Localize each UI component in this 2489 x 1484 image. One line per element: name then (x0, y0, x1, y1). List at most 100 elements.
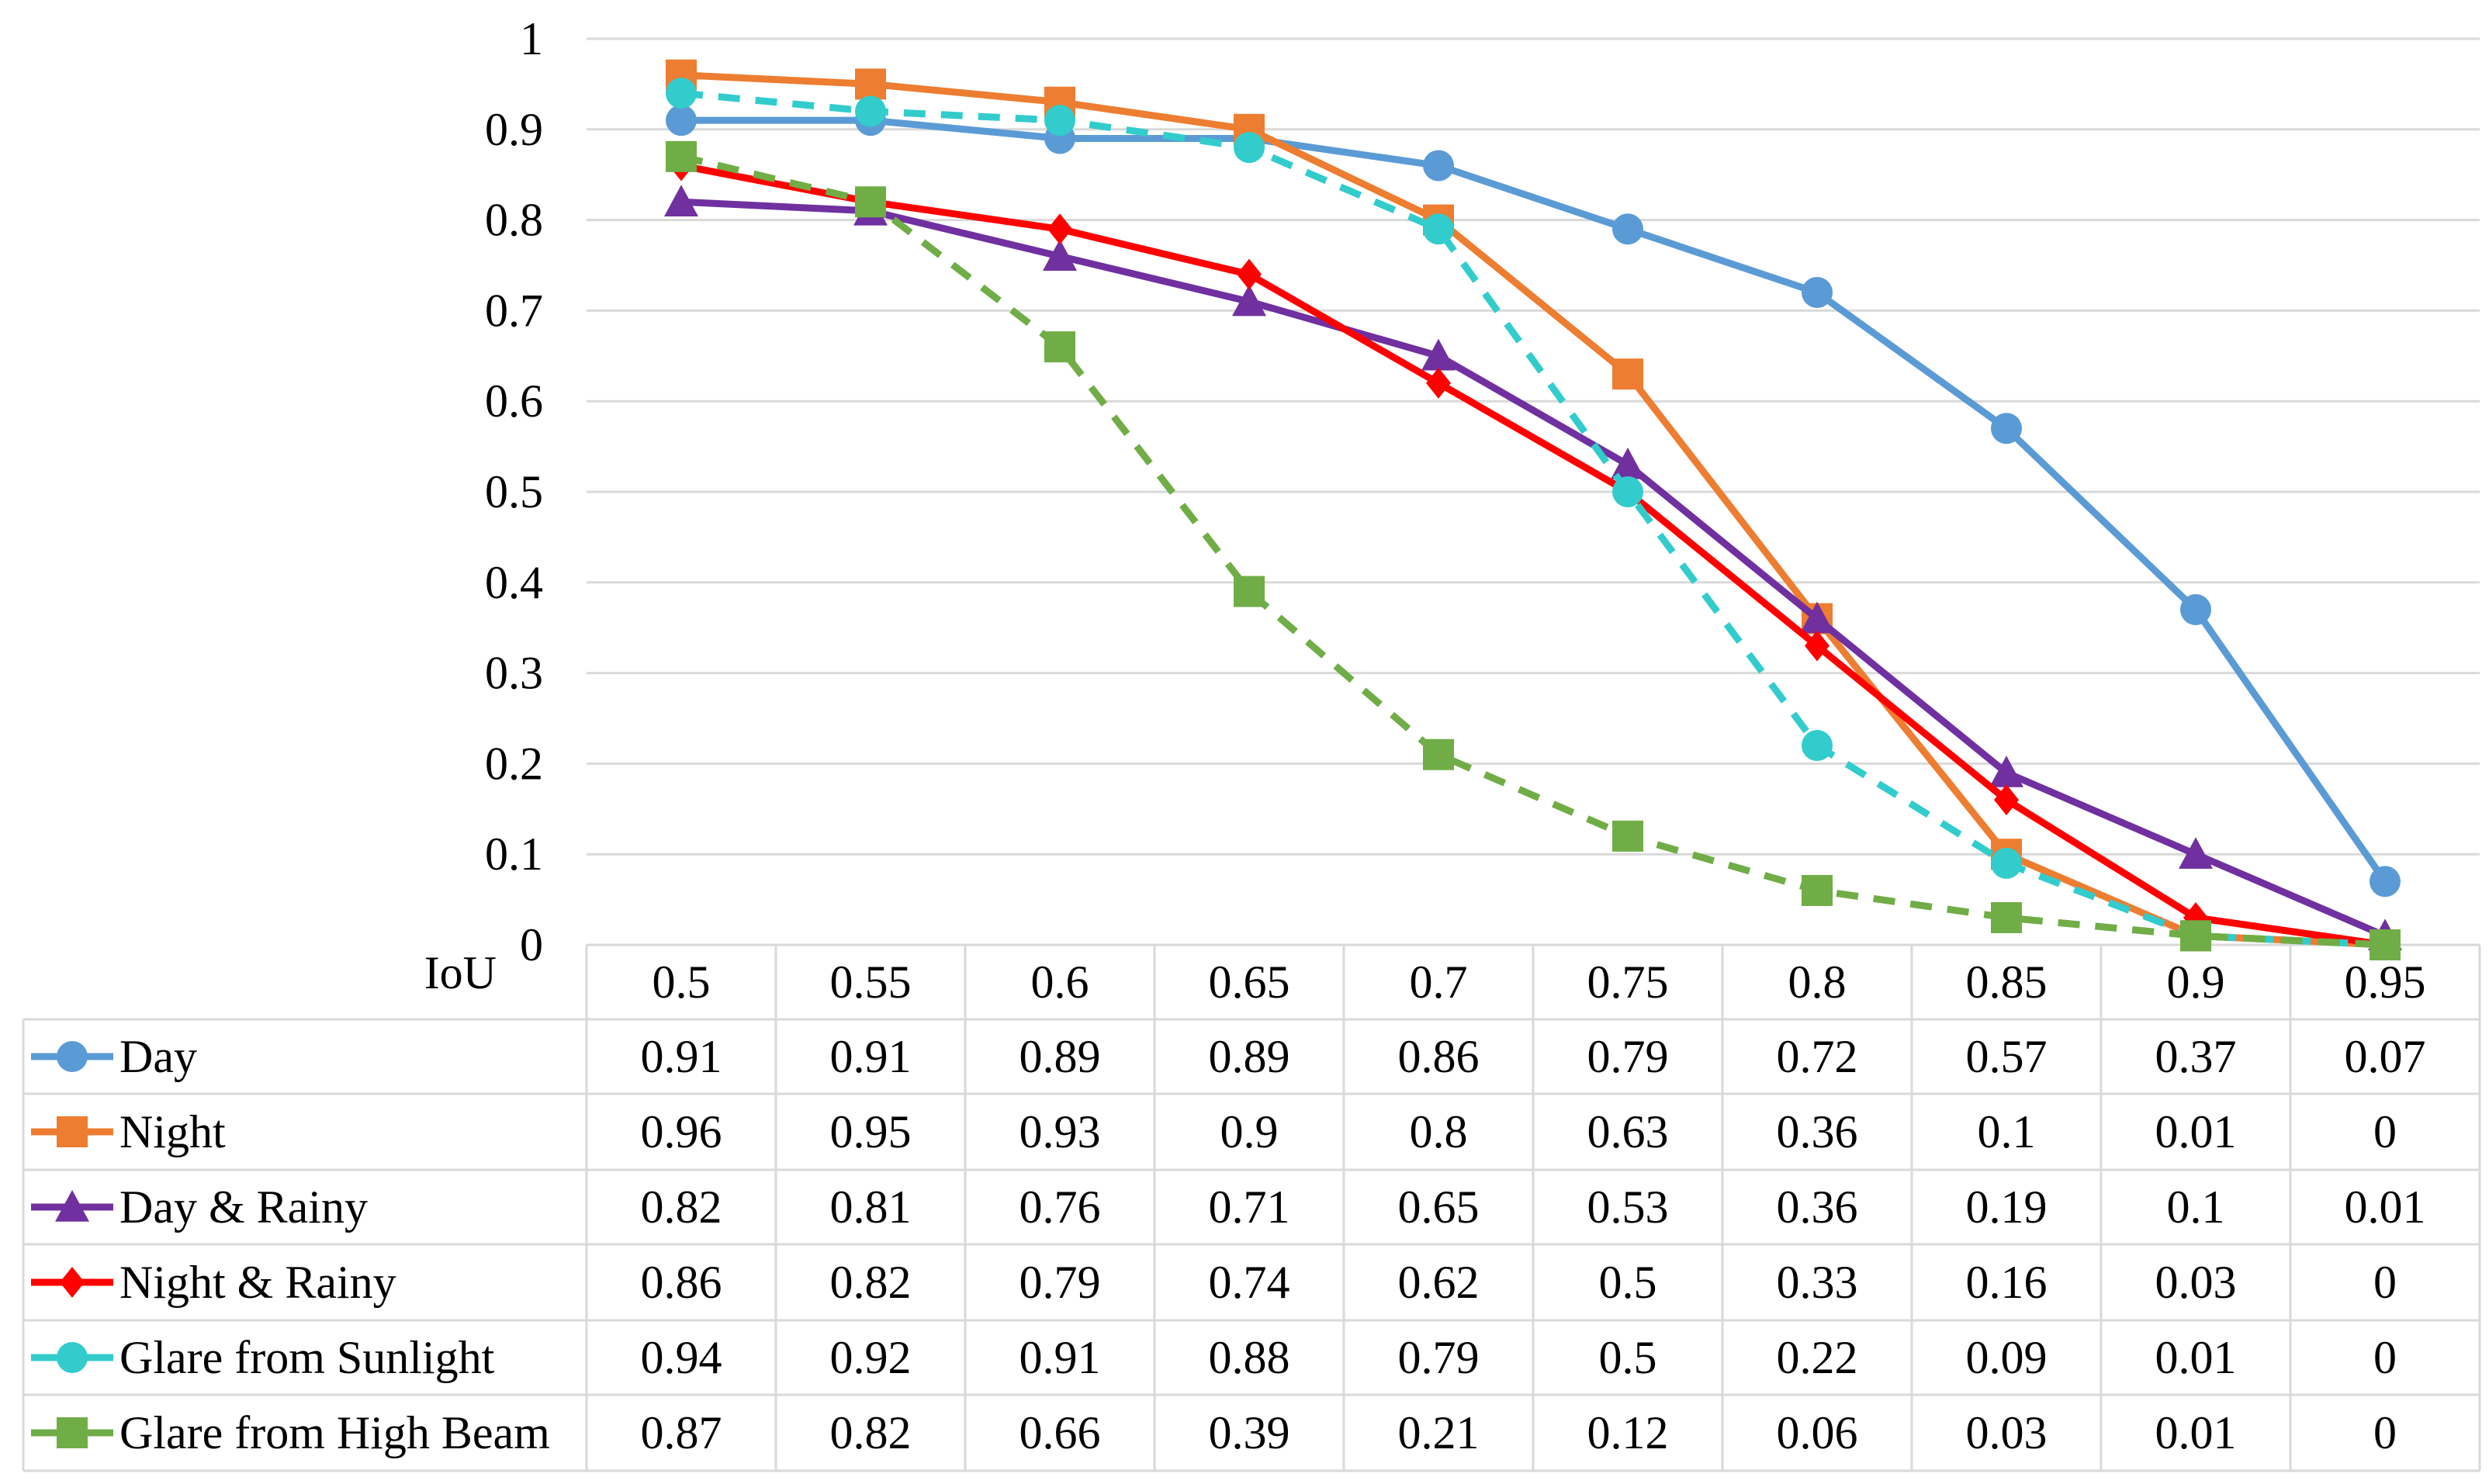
legend-label: Night (119, 1106, 226, 1157)
legend-marker (57, 1116, 88, 1147)
x-axis-label: IoU (424, 947, 497, 998)
table-cell-value: 0.72 (1777, 1031, 1858, 1082)
table-cell-value: 0.88 (1209, 1332, 1290, 1383)
table-cell-value: 0.1 (2167, 1181, 2225, 1233)
table-cell-value: 0.9 (1220, 1106, 1279, 1157)
table-cell-value: 0.66 (1019, 1407, 1101, 1458)
data-point (2370, 866, 2401, 898)
table-cell-value: 0.92 (830, 1332, 912, 1383)
table-cell-value: 0.74 (1209, 1257, 1290, 1308)
table-cell-value: 0.62 (1398, 1257, 1480, 1308)
table-cell-value: 0.01 (2345, 1181, 2426, 1233)
legend-marker (57, 1417, 88, 1448)
series-lines (664, 59, 2402, 960)
data-point (1805, 630, 1830, 662)
data-point (1802, 874, 1833, 906)
table-cell-value: 0.01 (2155, 1407, 2237, 1458)
data-point (1612, 820, 1643, 852)
data-point (666, 78, 697, 109)
series-line (680, 162, 2386, 949)
data-point (1047, 213, 1072, 245)
y-tick-label: 0.4 (485, 557, 543, 608)
data-point (855, 68, 886, 100)
data-point (1234, 576, 1265, 607)
legend-key (31, 1342, 113, 1373)
table-cell-value: 0 (2373, 1407, 2397, 1458)
table-cell-value: 0.86 (1398, 1031, 1480, 1082)
table-cell-value: 0.91 (830, 1031, 912, 1082)
data-point (1612, 358, 1643, 390)
table-cell-value: 0.87 (641, 1407, 722, 1458)
legend-key (31, 1417, 113, 1448)
table-cell-value: 0.71 (1209, 1181, 1290, 1233)
x-tick-label: 0.8 (1788, 956, 1847, 1008)
series-line (680, 153, 2386, 949)
table-cell-value: 0.22 (1777, 1332, 1858, 1383)
x-tick-label: 0.5 (653, 956, 711, 1008)
table-cell-value: 0.76 (1019, 1181, 1101, 1233)
table-cell-value: 0.5 (1599, 1332, 1657, 1383)
x-tick-label: 0.7 (1410, 956, 1468, 1008)
data-table: IoU 0.5 0.55 0.6 0.65 0.7 0.75 0.8 0.85 0.9 0.95 Da… (22, 943, 2481, 1472)
table-cell-value: 0 (2373, 1106, 2397, 1157)
table-cell-value: 0.03 (2155, 1257, 2237, 1308)
data-point (1421, 338, 1456, 371)
data-point (1237, 258, 1262, 290)
data-point (1423, 739, 1454, 770)
table-cell-value: 0.36 (1777, 1181, 1858, 1233)
table-cell-value: 0.57 (1966, 1031, 2048, 1082)
legend-key (31, 1267, 113, 1298)
data-point (1423, 213, 1454, 245)
table-cell-value: 0.1 (1978, 1106, 2036, 1157)
table-cell-value: 0.94 (641, 1332, 722, 1383)
table-cell-value: 0.07 (2345, 1031, 2426, 1082)
y-tick-label: 0.5 (485, 466, 543, 517)
legend-label: Glare from High Beam (119, 1407, 550, 1458)
table-cell-value: 0.06 (1777, 1407, 1858, 1458)
data-point (1043, 239, 1077, 272)
data-point (2180, 593, 2211, 625)
table-cell-value: 0.79 (1019, 1257, 1101, 1308)
data-point (1612, 476, 1643, 507)
table-cell-value: 0.89 (1209, 1031, 1290, 1082)
data-point (1044, 331, 1075, 363)
table-cell-value: 0.37 (2155, 1031, 2237, 1082)
table-cell-value: 0.86 (641, 1257, 722, 1308)
x-tick-label: 0.85 (1966, 956, 2048, 1008)
data-point (1232, 284, 1266, 317)
data-point (1994, 784, 2019, 816)
legend-marker (57, 1041, 88, 1072)
table-cell-value: 0.81 (830, 1181, 912, 1233)
data-point (1800, 601, 1834, 634)
table-cell-value: 0.96 (641, 1106, 722, 1157)
table-cell-value: 0.03 (1966, 1407, 2048, 1458)
data-point (2180, 920, 2211, 952)
legend-key (31, 1041, 113, 1072)
data-point (1991, 901, 2022, 933)
table-cell-value: 0.82 (641, 1181, 722, 1233)
data-point (1612, 213, 1643, 245)
series-line (681, 116, 2388, 884)
y-tick-label: 0.1 (485, 828, 543, 880)
legend-key (31, 1190, 113, 1222)
data-point (855, 95, 886, 127)
table-cell-value: 0.19 (1966, 1181, 2048, 1233)
table-cell-value: 0.12 (1587, 1407, 1669, 1458)
y-tick-label: 0.8 (485, 195, 543, 246)
data-point (1234, 132, 1265, 164)
y-tick-label: 0.2 (485, 738, 543, 789)
legend-marker (60, 1267, 85, 1298)
data-point (1802, 277, 1833, 309)
y-tick-label: 0.9 (485, 104, 543, 155)
data-point (1991, 847, 2022, 879)
table-cell-value: 0.01 (2155, 1332, 2237, 1383)
data-point (1991, 413, 2022, 445)
table-cell-value: 0.63 (1587, 1106, 1669, 1157)
data-point (666, 140, 697, 172)
x-tick-label: 0.95 (2345, 956, 2426, 1008)
legend-key (31, 1116, 113, 1147)
table-cell-value: 0 (2373, 1257, 2397, 1308)
series-line (680, 89, 2386, 949)
legend-marker (57, 1342, 88, 1373)
legend-marker (55, 1190, 89, 1222)
